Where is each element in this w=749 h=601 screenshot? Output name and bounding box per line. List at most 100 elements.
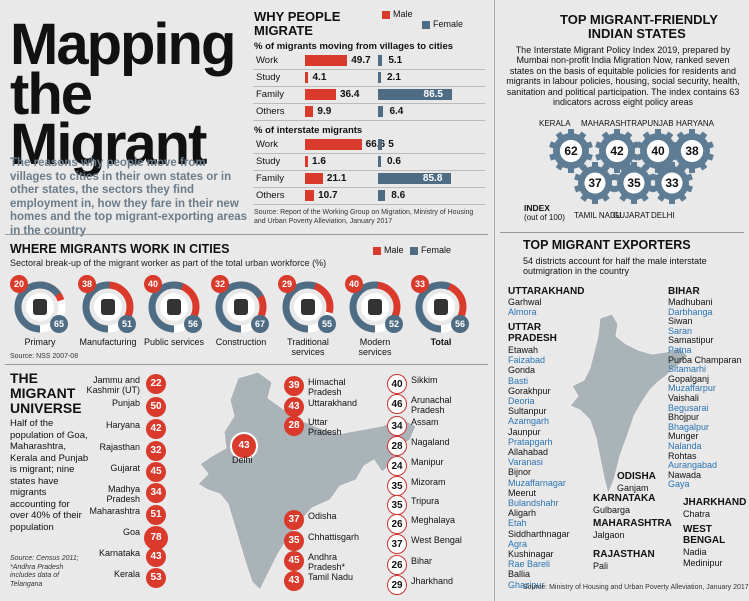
female-value: 67 xyxy=(251,315,269,333)
sector-donut xyxy=(82,281,134,333)
female-bar xyxy=(378,173,451,184)
male-value: 29 xyxy=(278,275,296,293)
state-value: 26 xyxy=(387,514,407,534)
female-bar xyxy=(378,190,386,201)
sector-label: Public services xyxy=(143,337,205,347)
district: Etah xyxy=(508,518,527,529)
state-name: Sikkim xyxy=(411,375,438,385)
state-name: TAMIL NADU xyxy=(574,211,622,220)
table-row: Others 9.9 6.4 xyxy=(253,104,485,119)
sector-donut xyxy=(14,281,66,333)
gear-icon xyxy=(574,162,616,204)
male-value: 36.4 xyxy=(339,89,360,100)
state-value: 51 xyxy=(146,505,166,525)
row-divider xyxy=(253,103,485,104)
female-value: 0.6 xyxy=(387,156,401,167)
work-male-label: Male xyxy=(384,245,404,255)
female-arc xyxy=(82,281,134,333)
female-arc xyxy=(415,281,467,333)
state-name: Odisha xyxy=(308,511,337,521)
district: Varanasi xyxy=(508,457,543,468)
district: Kushinagar xyxy=(508,549,554,559)
table-row: Family 36.4 86.5 xyxy=(253,87,485,102)
state-value: 29 xyxy=(387,575,407,595)
district: Bhojpur xyxy=(668,412,700,423)
state-name: Rajasthan xyxy=(99,442,140,452)
exp-wb-1: WEST xyxy=(683,524,712,535)
worker-icon xyxy=(101,299,115,315)
female-bar xyxy=(378,72,381,83)
male-value: 40 xyxy=(345,275,363,293)
sector-label: Primary xyxy=(24,337,56,347)
index-value: 35 xyxy=(627,176,641,190)
district: Gopalganj xyxy=(668,373,710,384)
male-bar xyxy=(305,55,348,66)
exporters-map xyxy=(569,313,689,496)
male-value: 32 xyxy=(211,275,229,293)
table-row: Study 1.6 0.6 xyxy=(253,154,485,169)
female-value: 55 xyxy=(318,315,336,333)
row-label: Family xyxy=(256,89,284,100)
why-heading-2: MIGRATE xyxy=(254,23,313,38)
universe-heading-3: UNIVERSE xyxy=(10,400,82,416)
female-bar xyxy=(378,55,383,66)
female-legend-swatch xyxy=(422,21,430,29)
table2-title: % of interstate migrants xyxy=(254,125,363,136)
state-value: 34 xyxy=(146,483,166,503)
state-name: Tripura xyxy=(411,496,440,506)
worker-icon xyxy=(301,299,315,315)
district: Bhagalpur xyxy=(668,421,710,432)
row-divider xyxy=(253,170,485,171)
delhi-label: Delhi xyxy=(232,455,253,465)
male-bar xyxy=(305,156,308,167)
female-value: 52 xyxy=(385,315,403,333)
index-value: 42 xyxy=(610,144,624,158)
table-row: Study 4.1 2.1 xyxy=(253,70,485,85)
male-value: 33 xyxy=(411,275,429,293)
state-name: Maharashtra xyxy=(89,506,140,516)
female-arc xyxy=(14,281,66,333)
district: Nalanda xyxy=(668,441,702,451)
gear-icon xyxy=(549,129,593,173)
table-row: Work 66.6 5 xyxy=(253,137,485,152)
state-name: KERALA xyxy=(539,119,571,128)
district: Basti xyxy=(508,375,529,386)
state-value: 46 xyxy=(387,394,407,414)
row-label: Study xyxy=(256,72,281,83)
gear-icon xyxy=(670,129,714,173)
row-divider xyxy=(253,86,485,87)
state-name: Andhra Pradesh* xyxy=(308,552,346,572)
state-value: 43 xyxy=(284,397,304,417)
exporters-source: Source: Ministry of Housing and Urban Po… xyxy=(523,584,749,591)
state-value: 35 xyxy=(284,531,304,551)
district: Samastipur xyxy=(668,335,714,346)
male-value: 10.7 xyxy=(318,190,338,201)
state-name: West Bengal xyxy=(411,535,462,545)
state-name: Goa xyxy=(122,527,140,537)
friendly-heading-2: INDIAN STATES xyxy=(588,26,686,41)
district: Begusarai xyxy=(668,402,709,413)
row-label: Others xyxy=(256,190,285,201)
state-value: 32 xyxy=(146,441,166,461)
state-value: 37 xyxy=(284,510,304,530)
district: Ballia xyxy=(508,569,531,580)
column-divider xyxy=(494,0,495,601)
exp-odisha: ODISHA xyxy=(617,471,656,482)
row-label: Study xyxy=(256,156,281,167)
female-value: 65 xyxy=(50,315,68,333)
delhi-circle: 43 xyxy=(230,432,258,460)
female-bar xyxy=(378,139,383,150)
state-value: 28 xyxy=(387,436,407,456)
friendly-text: The Interstate Migrant Policy Index 2019… xyxy=(506,45,740,108)
state-name: PUNJAB xyxy=(642,119,674,128)
sector-label: Traditional services xyxy=(287,337,329,357)
male-bar xyxy=(305,89,336,100)
index-value: 37 xyxy=(588,176,602,190)
state-value: 28 xyxy=(284,416,304,436)
male-legend-label: Male xyxy=(393,9,413,19)
why-source: Source: Report of the Working Group on M… xyxy=(254,209,474,225)
state-value: 42 xyxy=(146,419,166,439)
exp-up-2: PRADESH xyxy=(508,333,557,344)
district: Purba Champaran xyxy=(668,354,742,365)
sector-label: Construction xyxy=(215,337,267,347)
